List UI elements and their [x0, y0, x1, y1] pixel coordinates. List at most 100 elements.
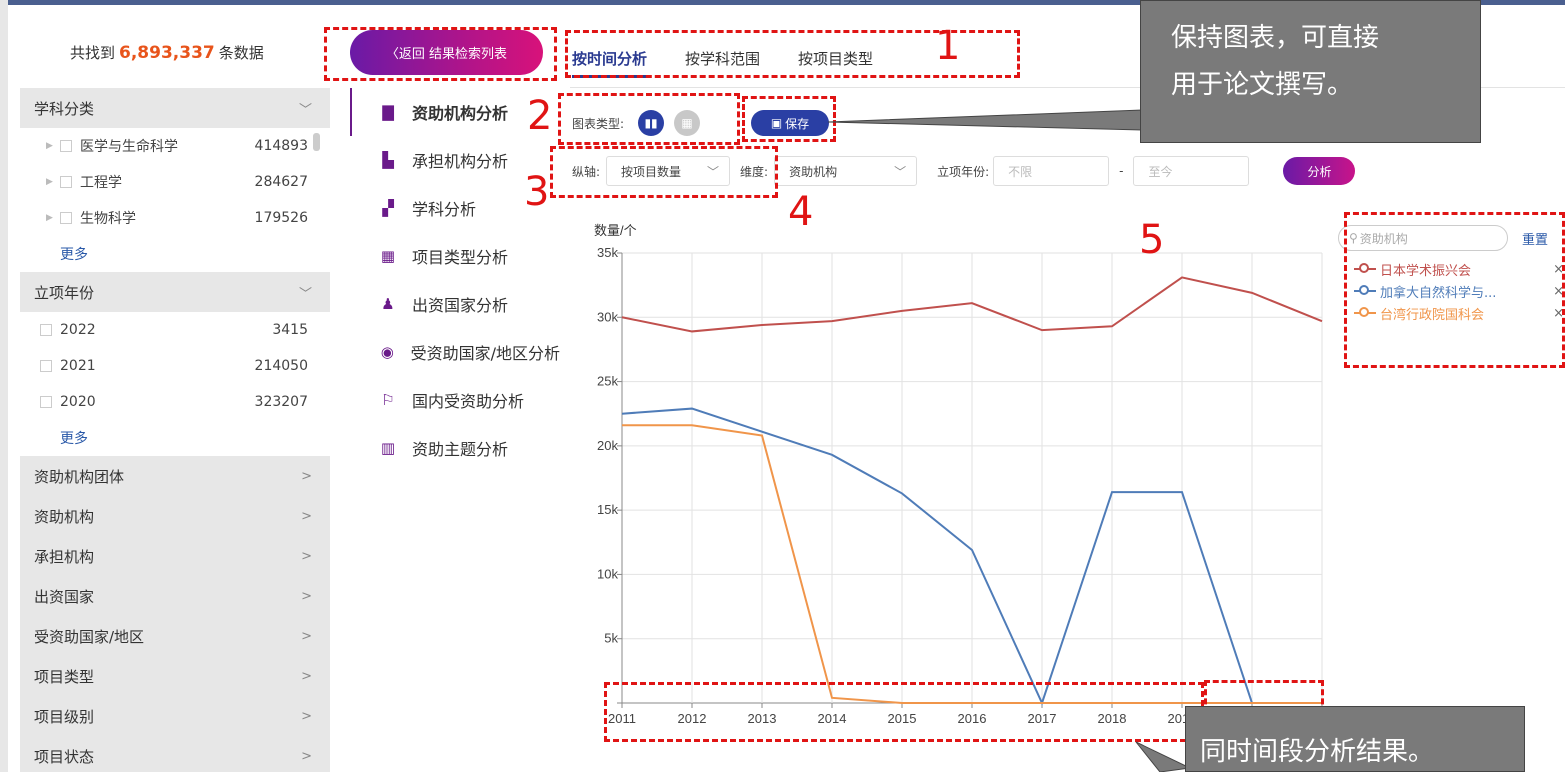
- total-prefix: 共找到: [70, 44, 116, 62]
- checkbox[interactable]: [40, 324, 52, 336]
- menu-item-funder-analysis[interactable]: ▇ 资助机构分析: [350, 88, 560, 136]
- menu-item-label: 出资国家分析: [412, 296, 509, 315]
- save-button[interactable]: ▣ 保存: [751, 110, 829, 136]
- chevron-right-icon: >: [301, 668, 312, 684]
- facet-item-count: 214050: [254, 358, 308, 374]
- x-tick-label: 2012: [678, 711, 707, 726]
- menu-item-domestic-analysis[interactable]: ⚐ 国内受资助分析: [350, 376, 560, 424]
- close-icon[interactable]: ×: [1553, 261, 1564, 277]
- x-tick-label: 2017: [1028, 711, 1057, 726]
- facet-item[interactable]: 2020 323207: [20, 384, 330, 420]
- annotation-label-1: 1: [935, 23, 961, 69]
- legend-item[interactable]: 加拿大自然科学与... ×: [1354, 281, 1564, 301]
- y-tick-label: 25k: [597, 374, 618, 389]
- facet-item[interactable]: ▶ 工程学 284627: [20, 164, 330, 200]
- menu-item-label: 资助主题分析: [412, 440, 509, 459]
- more-link[interactable]: 更多: [60, 431, 88, 447]
- facet-header-collapsed[interactable]: 项目级别 >: [20, 696, 330, 736]
- callout-pointer-top: [827, 109, 1143, 131]
- year-from-placeholder: 不限: [1008, 164, 1033, 179]
- grid-icon: ▦: [380, 247, 396, 265]
- facet-header-collapsed[interactable]: 项目类型 >: [20, 656, 330, 696]
- facet-title: 学科分类: [34, 99, 95, 118]
- table-icon[interactable]: ▦: [674, 110, 701, 136]
- facet-title: 资助机构团体: [34, 467, 125, 486]
- facet-header-collapsed[interactable]: 受资助国家/地区 >: [20, 616, 330, 656]
- checkbox[interactable]: [60, 176, 72, 188]
- menu-item-institution-analysis[interactable]: ▙ 承担机构分析: [350, 136, 560, 184]
- legend-marker-icon: [1354, 285, 1376, 297]
- menu-item-label: 学科分析: [412, 200, 477, 219]
- signpost-icon: ⚐: [381, 391, 395, 409]
- more-link[interactable]: 更多: [60, 247, 88, 263]
- chevron-down-icon: ﹀: [298, 286, 312, 302]
- save-icon: ▣: [770, 116, 783, 130]
- facet-item[interactable]: ▶ 医学与生命科学 414893: [20, 128, 330, 164]
- checkbox[interactable]: [40, 360, 52, 372]
- menu-item-subject-analysis[interactable]: ▞ 学科分析: [350, 184, 560, 232]
- dimension-label: 维度:: [740, 164, 769, 179]
- close-icon[interactable]: ×: [1553, 283, 1564, 299]
- facet-header-collapsed[interactable]: 承担机构 >: [20, 536, 330, 576]
- x-tick-label: 2014: [818, 711, 847, 726]
- expand-triangle-icon[interactable]: ▶: [46, 213, 53, 223]
- year-from-input[interactable]: 不限: [993, 156, 1110, 186]
- legend-item[interactable]: 日本学术振兴会 ×: [1354, 259, 1564, 279]
- legend-reset-link[interactable]: 重置: [1522, 233, 1549, 248]
- chevron-down-icon: ﹀: [894, 164, 907, 179]
- facet-item[interactable]: 2022 3415: [20, 312, 330, 348]
- callout-bottom: 同时间段分析结果。: [1185, 706, 1525, 772]
- facet-sidebar: 学科分类 ﹀ ▶ 医学与生命科学 414893 ▶ 工程学 284627 ▶ 生物科学 17…: [20, 88, 330, 772]
- tab-by-project-type[interactable]: 按项目类型: [798, 50, 874, 68]
- facet-item-count: 3415: [272, 322, 308, 338]
- facet-body-subject: ▶ 医学与生命科学 414893 ▶ 工程学 284627 ▶ 生物科学 179526 更多: [20, 128, 330, 272]
- facet-header-collapsed[interactable]: 项目状态 >: [20, 736, 330, 772]
- y-axis-title: 数量/个: [594, 223, 637, 238]
- dimension-select[interactable]: 资助机构 ﹀: [774, 156, 918, 186]
- facet-title: 资助机构: [34, 507, 95, 526]
- search-icon: ⚲: [1349, 231, 1358, 245]
- year-to-placeholder: 至今: [1148, 164, 1173, 179]
- y-tick-label: 5k: [604, 631, 618, 646]
- dimension-value: 资助机构: [789, 164, 838, 179]
- save-label: 保存: [785, 116, 810, 131]
- scrollbar-thumb[interactable]: [313, 133, 320, 151]
- facet-item-count: 323207: [254, 394, 308, 410]
- total-count: 6,893,337: [119, 43, 215, 63]
- menu-item-recipient-country-analysis[interactable]: ◉ 受资助国家/地区分析: [350, 328, 560, 376]
- yaxis-select[interactable]: 按项目数量 ﹀: [606, 156, 731, 186]
- menu-item-topic-analysis[interactable]: ▥ 资助主题分析: [350, 424, 560, 472]
- checkbox[interactable]: [40, 396, 52, 408]
- facet-item[interactable]: 2021 214050: [20, 348, 330, 384]
- facet-header-subject[interactable]: 学科分类 ﹀: [20, 88, 330, 128]
- checkbox[interactable]: [60, 140, 72, 152]
- facet-header-collapsed[interactable]: 出资国家 >: [20, 576, 330, 616]
- menu-item-label: 项目类型分析: [412, 248, 509, 267]
- menu-item-country-analysis[interactable]: ♟ 出资国家分析: [350, 280, 560, 328]
- callout-top-line1: 保持图表，可直接: [1171, 23, 1380, 53]
- analyze-button[interactable]: 分析: [1283, 157, 1356, 185]
- series-line-2: [621, 407, 1322, 706]
- legend-item[interactable]: 台湾行政院国科会 ×: [1354, 303, 1564, 323]
- expand-triangle-icon[interactable]: ▶: [46, 177, 53, 187]
- x-tick-label: 2015: [888, 711, 917, 726]
- facet-header-year[interactable]: 立项年份 ﹀: [20, 272, 330, 312]
- left-gutter: [0, 0, 8, 772]
- menu-item-type-analysis[interactable]: ▦ 项目类型分析: [350, 232, 560, 280]
- expand-triangle-icon[interactable]: ▶: [46, 141, 53, 151]
- legend-search-input[interactable]: ⚲ 资助机构: [1338, 225, 1508, 251]
- menu-item-label: 承担机构分析: [412, 152, 509, 171]
- y-tick-label: 20k: [597, 438, 618, 453]
- facet-header-collapsed[interactable]: 资助机构团体 >: [20, 456, 330, 496]
- annotation-label-5: 5: [1139, 217, 1165, 263]
- total-suffix: 条数据: [218, 44, 264, 62]
- year-to-input[interactable]: 至今: [1133, 156, 1250, 186]
- facet-item[interactable]: ▶ 生物科学 179526: [20, 200, 330, 236]
- close-icon[interactable]: ×: [1553, 305, 1564, 321]
- facet-header-collapsed[interactable]: 资助机构 >: [20, 496, 330, 536]
- checkbox[interactable]: [60, 212, 72, 224]
- back-to-results-button[interactable]: 〈返回 结果检索列表: [350, 30, 543, 75]
- top-border: [0, 0, 1565, 5]
- bar-chart-icon[interactable]: ▮▮: [638, 110, 665, 136]
- tab-by-subject[interactable]: 按学科范围: [685, 50, 761, 68]
